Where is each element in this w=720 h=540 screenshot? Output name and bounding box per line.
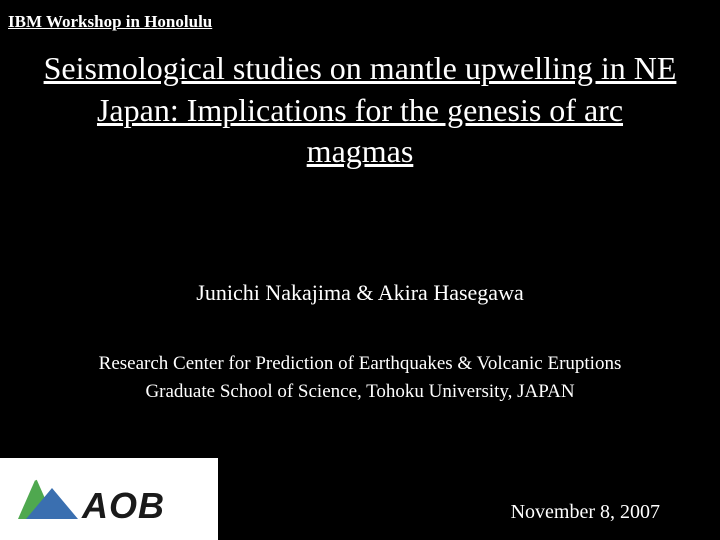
logo-text: AOB — [81, 485, 165, 526]
presentation-title: Seismological studies on mantle upwellin… — [0, 48, 720, 173]
affiliation: Research Center for Prediction of Earthq… — [0, 350, 720, 405]
presentation-date: November 8, 2007 — [511, 501, 660, 524]
logo-mountain-snow — [33, 476, 38, 481]
aob-logo: AOB — [0, 458, 218, 540]
authors: Junichi Nakajima & Akira Hasegawa — [0, 280, 720, 306]
workshop-header: IBM Workshop in Honolulu — [8, 12, 212, 32]
aob-logo-svg: AOB — [10, 464, 210, 534]
affiliation-line1: Research Center for Prediction of Earthq… — [30, 350, 690, 378]
affiliation-line2: Graduate School of Science, Tohoku Unive… — [30, 378, 690, 406]
